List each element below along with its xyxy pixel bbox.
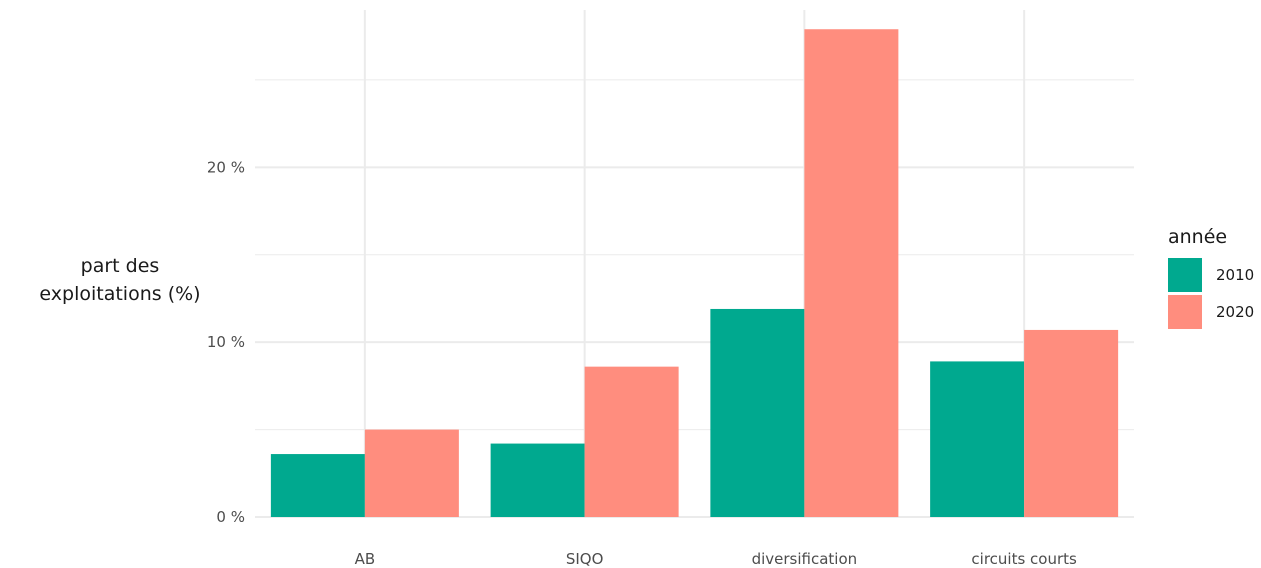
- legend: année 2010 2020: [1168, 226, 1254, 329]
- bar-2010-circuits-courts: [930, 361, 1025, 517]
- x-tick-label: circuits courts: [971, 550, 1077, 568]
- legend-items: 2010 2020: [1168, 258, 1254, 329]
- bar-2020-AB: [364, 429, 459, 517]
- legend-label-2010: 2010: [1216, 266, 1254, 284]
- x-tick-label: diversification: [752, 550, 858, 568]
- legend-title: année: [1168, 226, 1227, 248]
- y-axis-ticks: 0 % 10 % 20 %: [207, 158, 245, 526]
- y-tick-label: 0 %: [216, 508, 245, 526]
- bars: [270, 29, 1119, 517]
- x-tick-label: SIQO: [566, 550, 604, 568]
- y-tick-label: 10 %: [207, 333, 245, 351]
- bar-2010-SIQO: [490, 443, 585, 517]
- legend-label-2020: 2020: [1216, 303, 1254, 321]
- legend-key-2010: [1168, 258, 1202, 292]
- bar-2010-diversification: [710, 308, 805, 517]
- bar-2020-SIQO: [584, 366, 679, 517]
- x-tick-label: AB: [355, 550, 376, 568]
- bar-2020-circuits-courts: [1024, 329, 1119, 517]
- legend-key-2020: [1168, 295, 1202, 329]
- y-tick-label: 20 %: [207, 158, 245, 176]
- x-axis-ticks: AB SIQO diversification circuits courts: [355, 550, 1077, 568]
- bar-2020-diversification: [804, 29, 899, 517]
- y-axis-title-line-1: part des: [81, 255, 160, 277]
- y-axis-title-line-2: exploitations (%): [39, 283, 200, 305]
- bar-2010-AB: [270, 454, 365, 517]
